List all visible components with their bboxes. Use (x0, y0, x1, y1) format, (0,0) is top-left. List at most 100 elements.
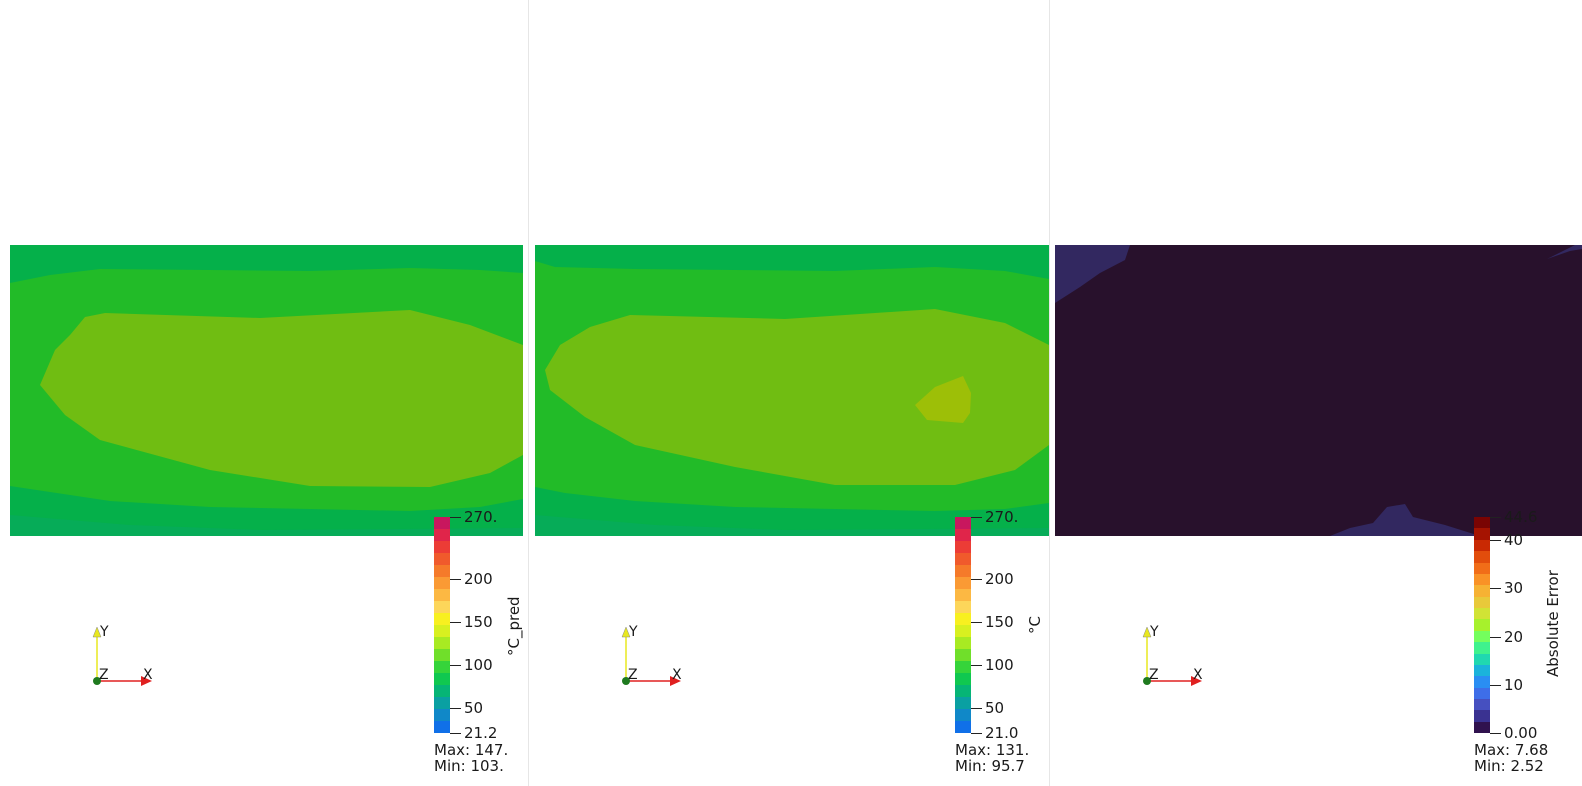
colorbar-band (434, 661, 450, 673)
colorbar-band (1474, 573, 1490, 586)
axis-x-label: X (143, 667, 153, 683)
axis-y-label: Y (1150, 624, 1159, 640)
colorbar-band (955, 553, 971, 565)
temperature-field-prediction[interactable] (10, 245, 523, 536)
colorbar-band (434, 529, 450, 541)
colorbar-tick-label: 30 (1490, 581, 1523, 596)
colorbar-band (955, 697, 971, 709)
colorbar-band (1474, 664, 1490, 677)
colorbar-tick-label: 21.0 (971, 726, 1018, 741)
colorbar-band (434, 625, 450, 637)
range-stats: Max: 131. Min: 95.7 (955, 742, 1029, 774)
range-stats: Max: 147. Min: 103. (434, 742, 508, 774)
colorbar-tick-label: 44.6 (1490, 510, 1537, 525)
viewport-divider (1049, 0, 1050, 786)
colorbar-band (955, 565, 971, 577)
colorbar-band (434, 697, 450, 709)
colorbar-tick-label: 200 (450, 572, 493, 587)
colorbar-tick-label: 10 (1490, 678, 1523, 693)
colorbar-band (955, 685, 971, 697)
viewport-divider (528, 0, 529, 786)
viewport-ground-truth[interactable]: 270. 200 150 100 50 21.0 °C Max: 131. Mi… (529, 0, 1049, 786)
colorbar-band (955, 721, 971, 733)
colorbar-band (434, 637, 450, 649)
colorbar-band (434, 541, 450, 553)
colorbar-band (1474, 517, 1490, 529)
colorbar-title: Absolute Error (1544, 570, 1562, 677)
colorbar-band (434, 553, 450, 565)
colorbar-band (434, 517, 450, 529)
colorbar-tick-label: 20 (1490, 630, 1523, 645)
colorbar-tick-label: 270. (971, 510, 1018, 525)
axis-z-label: Z (99, 667, 109, 683)
colorbar-ground-truth (955, 517, 971, 733)
colorbar-absolute-error (1474, 517, 1490, 734)
min-value: Min: 95.7 (955, 757, 1025, 775)
colorbar-band (955, 661, 971, 673)
axis-z-label: Z (628, 667, 638, 683)
range-stats: Max: 7.68 Min: 2.52 (1474, 742, 1548, 774)
colorbar-tick-label: 100 (971, 658, 1014, 673)
colorbar-band (434, 565, 450, 577)
colorbar-band (955, 529, 971, 541)
colorbar-band (1474, 653, 1490, 665)
colorbar-band (434, 649, 450, 661)
colorbar-band (955, 649, 971, 661)
colorbar-tick-label: 100 (450, 658, 493, 673)
temperature-field-ground-truth[interactable] (535, 245, 1049, 536)
colorbar-band (434, 709, 450, 721)
colorbar-band (1474, 562, 1490, 574)
colorbar-band (1474, 630, 1490, 643)
colorbar-band (955, 637, 971, 649)
colorbar-band (955, 613, 971, 625)
axis-y-label: Y (629, 624, 638, 640)
colorbar-band (1474, 721, 1490, 734)
colorbar-tick-label: 21.2 (450, 726, 497, 741)
colorbar-band (1474, 608, 1490, 620)
axis-y-label: Y (100, 624, 109, 640)
colorbar-band (1474, 596, 1490, 608)
colorbar-band (1474, 619, 1490, 631)
colorbar-tick-label: 270. (450, 510, 497, 525)
colorbar-band (955, 709, 971, 721)
axis-z-label: Z (1149, 667, 1159, 683)
max-value: Max: 7.68 (1474, 741, 1549, 759)
colorbar-tick-label: 150 (450, 615, 493, 630)
orientation-axes-icon: Y Z X (617, 624, 687, 695)
colorbar-band (955, 601, 971, 613)
colorbar-band (434, 685, 450, 697)
colorbar-title: °C_pred (505, 596, 523, 656)
colorbar-band (1474, 710, 1490, 722)
min-value: Min: 103. (434, 757, 504, 775)
axis-x-label: X (672, 667, 682, 683)
colorbar-band (955, 577, 971, 589)
colorbar-band (1474, 528, 1490, 540)
colorbar-band (1474, 551, 1490, 563)
colorbar-band (1474, 676, 1490, 688)
colorbar-band (1474, 539, 1490, 552)
colorbar-band (434, 577, 450, 589)
colorbar-tick-label: 50 (971, 701, 1004, 716)
colorbar-band (434, 589, 450, 601)
colorbar-tick-label: 200 (971, 572, 1014, 587)
colorbar-band (434, 673, 450, 685)
colorbar-band (434, 721, 450, 733)
colorbar-band (955, 541, 971, 553)
colorbar-tick-label: 50 (450, 701, 483, 716)
max-value: Max: 147. (434, 741, 509, 759)
viewport-absolute-error[interactable]: 44.6 40 30 20 10 0.00 Absolute Error Max… (1050, 0, 1582, 786)
viewport-prediction[interactable]: 270. 200 150 100 50 21.2 °C_pred Max: 14… (0, 0, 528, 786)
colorbar-band (955, 517, 971, 529)
min-value: Min: 2.52 (1474, 757, 1544, 775)
colorbar-band (1474, 585, 1490, 597)
colorbar-band (955, 589, 971, 601)
error-field[interactable] (1055, 245, 1582, 536)
orientation-axes-icon: Y Z X (1138, 624, 1208, 695)
colorbar-band (434, 613, 450, 625)
orientation-axes-icon: Y Z X (88, 624, 158, 695)
colorbar-band (955, 625, 971, 637)
colorbar-prediction (434, 517, 450, 733)
max-value: Max: 131. (955, 741, 1030, 759)
axis-x-label: X (1193, 667, 1203, 683)
colorbar-band (1474, 687, 1490, 699)
